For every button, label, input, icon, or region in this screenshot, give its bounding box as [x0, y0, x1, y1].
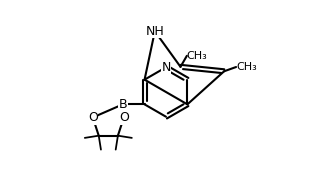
- Text: O: O: [88, 111, 98, 124]
- Text: CH₃: CH₃: [187, 51, 207, 61]
- Text: CH₃: CH₃: [236, 62, 257, 72]
- Text: N: N: [161, 61, 171, 74]
- Text: O: O: [119, 111, 129, 124]
- Text: B: B: [119, 98, 127, 111]
- Text: NH: NH: [145, 25, 164, 38]
